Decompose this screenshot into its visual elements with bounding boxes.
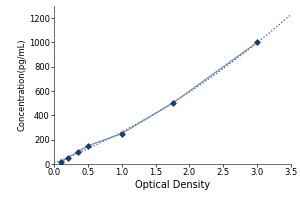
Y-axis label: Concentration(pg/mL): Concentration(pg/mL): [17, 39, 26, 131]
X-axis label: Optical Density: Optical Density: [135, 180, 210, 190]
